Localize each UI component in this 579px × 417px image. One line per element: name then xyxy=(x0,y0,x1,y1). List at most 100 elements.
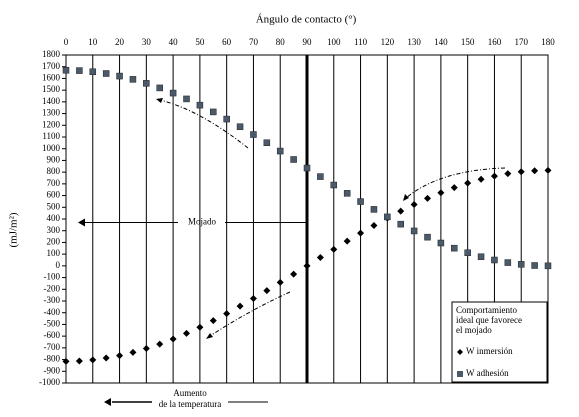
arrow-head xyxy=(206,333,213,339)
point xyxy=(303,262,311,270)
arrow-head xyxy=(403,194,409,201)
point xyxy=(223,115,230,123)
point xyxy=(156,340,164,348)
point xyxy=(370,206,378,213)
x-tick-label: 130 xyxy=(407,37,421,47)
point xyxy=(477,253,485,260)
y-tick-label: 1200 xyxy=(42,119,61,129)
point xyxy=(451,244,458,252)
point xyxy=(62,66,70,74)
y-tick-label: 1400 xyxy=(42,96,61,106)
y-tick-label: 1300 xyxy=(42,108,61,118)
y-tick-label: 1600 xyxy=(42,72,61,82)
point xyxy=(343,237,351,245)
point xyxy=(397,220,404,228)
y-axis-label: (mJ/m²) xyxy=(8,212,20,247)
point xyxy=(236,302,244,310)
annotation: Aumento xyxy=(173,388,207,398)
legend-title: Comportamiento xyxy=(456,305,517,315)
point xyxy=(290,156,297,163)
point xyxy=(196,101,204,109)
point xyxy=(464,249,471,256)
y-tick-label: 500 xyxy=(47,201,61,211)
y-tick-label: -200 xyxy=(44,283,61,293)
point xyxy=(76,67,83,74)
y-tick-label: 100 xyxy=(47,248,61,258)
y-tick-label: 1500 xyxy=(42,84,61,94)
point xyxy=(276,147,284,155)
legend-marker xyxy=(457,349,463,355)
x-tick-label: 60 xyxy=(222,37,232,47)
point xyxy=(517,261,525,268)
trend-arrow xyxy=(405,167,506,199)
point xyxy=(450,184,458,192)
point xyxy=(156,84,163,92)
point xyxy=(437,239,445,247)
point xyxy=(210,108,217,116)
point xyxy=(129,348,137,356)
point xyxy=(89,68,97,76)
legend-label: W adhesión xyxy=(466,368,509,378)
point xyxy=(169,335,177,343)
point xyxy=(370,222,378,230)
y-tick-label: -100 xyxy=(44,272,61,282)
x-tick-label: 170 xyxy=(514,37,528,47)
y-tick-label: 1100 xyxy=(42,131,60,141)
point xyxy=(384,213,391,221)
point xyxy=(517,168,525,176)
x-tick-label: 80 xyxy=(276,37,286,47)
legend-label: W inmersión xyxy=(466,346,513,356)
point xyxy=(410,200,418,208)
point xyxy=(464,179,472,187)
y-tick-label: -300 xyxy=(44,295,61,305)
y-tick-label: 1700 xyxy=(42,61,61,71)
point xyxy=(249,295,257,303)
point xyxy=(424,233,431,241)
legend-marker xyxy=(457,371,463,377)
y-tick-label: 800 xyxy=(47,166,61,176)
y-tick-label: 0 xyxy=(56,260,61,270)
x-tick-label: 100 xyxy=(327,37,341,47)
point xyxy=(343,190,351,197)
x-tick-label: 50 xyxy=(195,37,205,47)
legend-title: el mojado xyxy=(456,325,492,335)
point xyxy=(504,170,512,178)
point xyxy=(330,181,338,189)
arrow-head xyxy=(156,98,163,103)
point xyxy=(544,166,552,174)
point xyxy=(531,262,538,269)
chart-title: Ángulo de contacto (°) xyxy=(256,14,357,26)
x-tick-label: 10 xyxy=(88,37,98,47)
y-tick-label: 300 xyxy=(47,225,61,235)
y-tick-label: 700 xyxy=(47,178,61,188)
point xyxy=(504,259,512,266)
arrow-head xyxy=(78,218,85,227)
point xyxy=(116,72,123,80)
point xyxy=(142,345,150,353)
y-tick-label: 1800 xyxy=(42,49,61,59)
point xyxy=(424,194,431,202)
x-tick-label: 160 xyxy=(488,37,502,47)
point xyxy=(357,198,364,205)
x-tick-label: 30 xyxy=(142,37,152,47)
x-tick-label: 110 xyxy=(354,37,368,47)
point xyxy=(209,317,217,325)
annotation: Mojado xyxy=(188,217,216,227)
point xyxy=(129,76,137,83)
y-tick-label: 200 xyxy=(47,236,61,246)
x-tick-label: 0 xyxy=(64,37,69,47)
point xyxy=(317,173,324,180)
y-tick-label: -600 xyxy=(44,330,61,340)
point xyxy=(544,262,552,270)
y-tick-label: 1000 xyxy=(42,143,61,153)
point xyxy=(397,207,405,215)
point xyxy=(410,227,418,235)
y-tick-label: -700 xyxy=(44,342,61,352)
point xyxy=(89,356,97,364)
point xyxy=(477,175,485,183)
y-tick-label: -900 xyxy=(44,365,61,375)
x-tick-label: 120 xyxy=(381,37,395,47)
point xyxy=(263,139,271,146)
point xyxy=(316,254,324,262)
